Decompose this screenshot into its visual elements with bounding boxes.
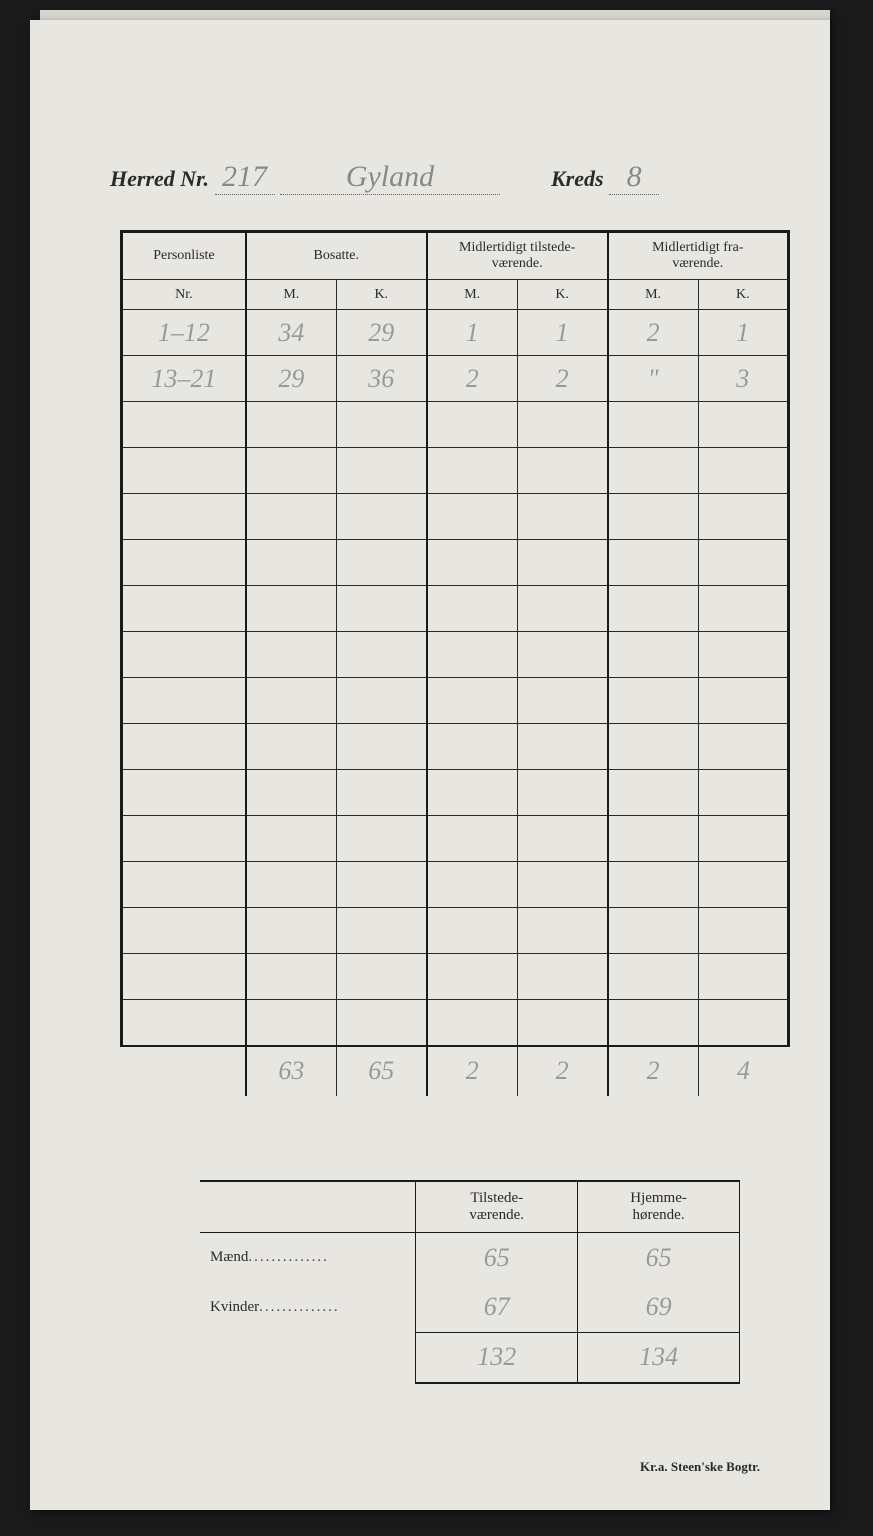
sum-tm: 2 [466,1056,479,1085]
total-t: 132 [477,1342,516,1371]
printer-footer: Kr.a. Steen'ske Bogtr. [640,1459,760,1475]
row-maend: Mænd [200,1233,416,1283]
cell-tk: 2 [556,364,569,393]
cell-fk: 1 [736,318,749,347]
table-row [122,908,789,954]
table-row [122,632,789,678]
table-row [122,770,789,816]
sum-bm: 63 [278,1056,304,1085]
col-bk: K. [336,280,426,310]
table-row [122,724,789,770]
sum-col-tilstede: Tilstede- værende. [416,1181,578,1233]
col-bosatte: Bosatte. [246,232,427,280]
table-row: 1–12 34 29 1 1 2 1 [122,310,789,356]
kreds-label: Kreds [551,166,604,191]
cell-fm: 2 [647,318,660,347]
maend-h: 65 [646,1243,672,1272]
table-row [122,954,789,1000]
table-row [122,448,789,494]
herred-name: Gyland [346,160,434,193]
table-row [122,494,789,540]
sum-fm: 2 [647,1056,660,1085]
kvinder-h: 69 [646,1292,672,1321]
cell-bk: 36 [368,364,394,393]
col-tilstede: Midlertidigt tilstede- værende. [427,232,608,280]
col-tm: M. [427,280,517,310]
total-h: 134 [639,1342,678,1371]
table-row [122,402,789,448]
col-tk: K. [517,280,607,310]
cell-bk: 29 [368,318,394,347]
col-fra: Midlertidigt fra- værende. [608,232,789,280]
table-row [122,1000,789,1046]
col-personliste: Personliste [122,232,246,280]
cell-fm: " [648,364,659,393]
table-row [122,540,789,586]
cell-tk: 1 [556,318,569,347]
table-row [122,862,789,908]
summary-table: Tilstede- værende. Hjemme- hørende. Mænd… [200,1180,740,1384]
sum-tk: 2 [556,1056,569,1085]
table-row [122,816,789,862]
col-nr: Nr. [122,280,246,310]
cell-nr: 13–21 [151,364,216,393]
cell-fk: 3 [736,364,749,393]
sum-fk: 4 [737,1056,750,1085]
kreds-nr: 8 [627,160,642,193]
table-row [122,678,789,724]
cell-bm: 29 [278,364,304,393]
table-row: 13–21 29 36 2 2 " 3 [122,356,789,402]
sum-bk: 65 [368,1056,394,1085]
cell-nr: 1–12 [158,318,210,347]
cell-bm: 34 [278,318,304,347]
sum-row: 63 65 2 2 2 4 [122,1046,789,1096]
herred-label: Herred Nr. [110,166,209,191]
table-row [122,586,789,632]
kvinder-t: 67 [484,1292,510,1321]
document-page: Herred Nr. 217 Gyland Kreds 8 Personlist… [30,20,830,1510]
col-bm: M. [246,280,336,310]
maend-t: 65 [484,1243,510,1272]
main-table: Personliste Bosatte. Midlertidigt tilste… [120,230,790,1096]
cell-tm: 2 [466,364,479,393]
header: Herred Nr. 217 Gyland Kreds 8 [110,160,790,195]
col-fm: M. [608,280,698,310]
sum-col-hjemme: Hjemme- hørende. [578,1181,740,1233]
cell-tm: 1 [466,318,479,347]
col-fk: K. [698,280,788,310]
herred-nr: 217 [222,160,267,193]
row-kvinder: Kvinder [200,1283,416,1333]
